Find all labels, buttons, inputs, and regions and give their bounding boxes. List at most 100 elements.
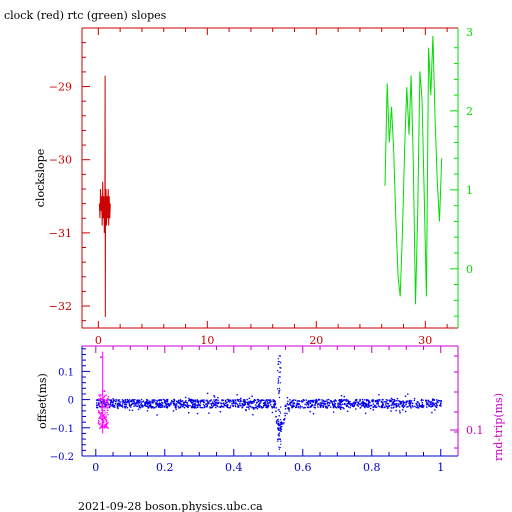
offset-point: [289, 402, 291, 405]
rndtrip-point: [101, 418, 103, 421]
offset-point: [257, 399, 259, 401]
offset-point: [206, 403, 209, 405]
offset-point: [347, 406, 350, 408]
offset-point: [431, 405, 433, 407]
offset-point: [236, 394, 238, 396]
offset-point: [172, 402, 175, 404]
rndtrip-point: [101, 425, 103, 427]
offset-point: [361, 398, 364, 401]
offset-point: [374, 404, 376, 407]
offset-point: [415, 406, 417, 409]
offset-point: [193, 406, 196, 408]
offset-point: [253, 407, 255, 409]
offset-point: [97, 404, 100, 406]
offset-point: [275, 410, 277, 412]
offset-point: [369, 407, 372, 410]
offset-point: [224, 402, 227, 405]
offset-point: [232, 399, 234, 401]
offset-point: [347, 400, 349, 402]
offset-point: [410, 406, 412, 408]
offset-point: [400, 401, 403, 403]
bottom-x-tick-label: 0.8: [363, 461, 381, 474]
offset-point: [323, 402, 325, 404]
offset-point: [378, 394, 380, 396]
offset-point: [220, 403, 223, 405]
offset-point: [437, 401, 439, 403]
offset-point: [274, 404, 276, 406]
offset-point: [208, 402, 210, 405]
offset-point: [193, 400, 196, 402]
offset-point: [337, 405, 339, 407]
offset-point: [284, 417, 286, 420]
offset-point: [354, 402, 357, 404]
offset-point: [277, 428, 279, 430]
offset-point: [323, 400, 325, 403]
offset-point: [155, 406, 157, 408]
offset-point: [98, 402, 100, 404]
offset-point: [115, 399, 117, 401]
offset-point: [173, 403, 175, 405]
offset-point: [302, 400, 304, 403]
offset-point: [230, 400, 232, 403]
offset-point: [277, 424, 280, 426]
offset-point: [113, 404, 116, 407]
offset-point: [431, 411, 433, 414]
offset-point: [184, 401, 186, 403]
offset-point: [377, 400, 379, 403]
offset-point: [218, 406, 220, 408]
offset-point: [325, 406, 327, 408]
offset-point: [426, 406, 428, 408]
offset-point: [332, 411, 335, 413]
offset-point: [249, 405, 251, 407]
offset-point: [415, 403, 418, 405]
offset-point: [316, 400, 318, 402]
offset-point: [317, 406, 319, 408]
offset-point: [121, 399, 123, 401]
offset-point: [227, 399, 230, 401]
offset-point: [417, 401, 419, 404]
offset-point: [207, 402, 209, 404]
offset-point: [219, 411, 222, 413]
offset-point: [332, 405, 335, 407]
offset-point: [196, 412, 199, 415]
offset-point: [348, 402, 350, 404]
bottom-y2-tick-label: 0.1: [466, 424, 484, 437]
offset-point: [368, 405, 370, 408]
offset-point: [178, 407, 180, 409]
offset-point: [119, 401, 122, 403]
offset-point: [320, 403, 322, 405]
offset-point: [277, 382, 279, 384]
offset-point: [96, 402, 98, 404]
offset-point: [111, 401, 113, 403]
offset-point: [103, 400, 106, 402]
offset-point: [328, 401, 330, 404]
offset-point: [281, 425, 283, 428]
offset-point: [99, 400, 102, 402]
offset-point: [389, 400, 391, 403]
offset-point: [321, 405, 323, 407]
offset-point: [361, 401, 363, 404]
offset-point: [310, 399, 312, 402]
offset-point: [208, 401, 210, 404]
offset-point: [197, 404, 199, 406]
offset-point: [222, 399, 225, 401]
offset-point: [420, 400, 422, 402]
offset-point: [130, 399, 133, 402]
offset-point: [334, 405, 337, 408]
offset-point: [428, 405, 430, 407]
offset-point: [275, 421, 278, 423]
offset-point: [117, 407, 119, 410]
offset-point: [195, 407, 197, 409]
offset-point: [126, 400, 129, 402]
offset-point: [436, 406, 438, 409]
offset-point: [326, 399, 328, 401]
offset-point: [214, 402, 217, 404]
offset-point: [228, 407, 230, 409]
offset-point: [365, 402, 367, 405]
offset-point: [104, 404, 106, 406]
offset-point: [113, 399, 115, 402]
offset-point: [226, 401, 228, 404]
offset-point: [353, 401, 355, 403]
offset-point: [131, 409, 134, 412]
offset-point: [140, 406, 142, 409]
